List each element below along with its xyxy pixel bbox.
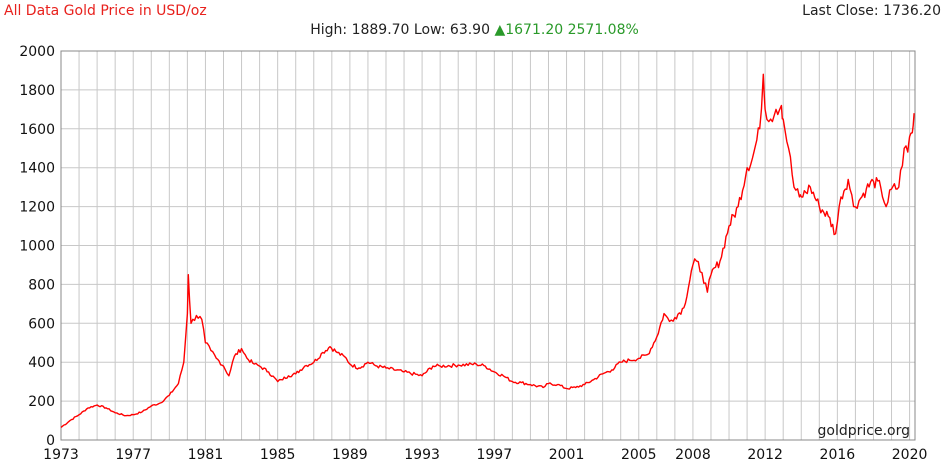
chart-title: All Data Gold Price in USD/oz (4, 3, 207, 19)
x-tick-label: 2020 (892, 447, 928, 463)
x-axis-labels: 1973 1977 1981 1985 1989 1993 1997 2001 2005 2008… (43, 447, 927, 463)
last-close: Last Close: 1736.20 (802, 3, 941, 19)
plot-border (60, 50, 916, 441)
high-label: High: (310, 22, 348, 38)
change-up-icon: ▲ (494, 22, 506, 38)
x-tick-label: 2016 (820, 447, 856, 463)
x-tick-label: 1981 (188, 447, 224, 463)
low-label: Low: (413, 22, 446, 38)
y-tick-label: 1000 (19, 239, 55, 255)
x-tick-label: 1989 (332, 447, 368, 463)
high-value: 1889.70 (351, 22, 410, 38)
y-tick-label: 400 (28, 355, 55, 371)
x-tick-label: 2005 (621, 447, 657, 463)
last-close-label: Last Close: (802, 3, 879, 19)
y-tick-label: 1400 (19, 161, 55, 177)
x-tick-label: 2012 (747, 447, 783, 463)
y-tick-label: 1800 (19, 83, 55, 99)
change-percent: 2571.08% (567, 22, 639, 38)
gold-price-line (60, 73, 915, 428)
source-credit: goldprice.org (818, 423, 910, 439)
y-tick-label: 0 (46, 433, 55, 449)
last-close-value: 1736.20 (883, 3, 941, 19)
y-tick-label: 2000 (19, 44, 55, 60)
x-tick-label: 1997 (476, 447, 512, 463)
x-tick-label: 1973 (43, 447, 79, 463)
x-tick-label: 1985 (260, 447, 296, 463)
y-tick-label: 200 (28, 394, 55, 410)
y-tick-label: 800 (28, 277, 55, 293)
x-tick-label: 2001 (549, 447, 585, 463)
chart-grid (60, 50, 915, 441)
y-tick-label: 1200 (19, 200, 55, 216)
y-axis-labels: 0 200 400 600 800 1000 1200 1400 1600 1800 2000 (19, 44, 55, 449)
y-tick-label: 600 (28, 316, 55, 332)
x-tick-label: 2008 (675, 447, 711, 463)
price-stats: High: 1889.70 Low: 63.90 ▲1671.20 2571.0… (0, 22, 949, 38)
x-tick-label: 1977 (115, 447, 151, 463)
y-tick-label: 1600 (19, 122, 55, 138)
change-value: 1671.20 (505, 22, 564, 38)
low-value: 63.90 (449, 22, 490, 38)
x-tick-label: 1993 (404, 447, 440, 463)
